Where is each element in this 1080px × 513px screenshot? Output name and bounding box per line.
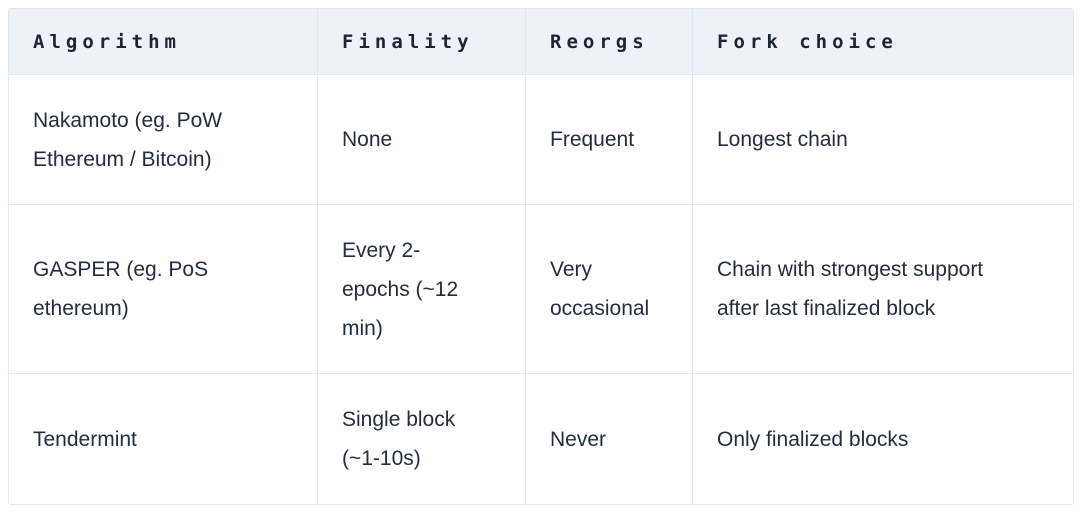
table-body: Nakamoto (eg. PoW Ethereum / Bitcoin) No… [9,75,1073,504]
column-header-finality: Finality [318,9,526,75]
cell-reorgs: Never [526,374,693,504]
cell-finality: Every 2-epochs (~12 min) [318,205,526,374]
table-row-gasper: GASPER (eg. PoS ethereum) Every 2-epochs… [9,205,1073,374]
cell-fork-choice: Chain with strongest support after last … [693,205,1073,374]
table-header: Algorithm Finality Reorgs Fork choice [9,9,1073,75]
cell-text: Single block (~1-10s) [342,408,456,470]
consensus-comparison-table: Algorithm Finality Reorgs Fork choice Na… [8,8,1074,505]
cell-text: Nakamoto (eg. PoW Ethereum / Bitcoin) [33,108,223,171]
table-row-tendermint: Tendermint Single block (~1-10s) Never O… [9,374,1073,504]
cell-text: Frequent [550,128,635,151]
cell-text: Never [550,427,607,451]
cell-text: GASPER (eg. PoS ethereum) [33,258,209,320]
column-header-algorithm: Algorithm [9,9,318,75]
cell-algorithm: Nakamoto (eg. PoW Ethereum / Bitcoin) [9,75,318,205]
cell-algorithm: Tendermint [9,374,318,504]
cell-text: Very occasional [550,258,650,320]
cell-algorithm: GASPER (eg. PoS ethereum) [9,205,318,374]
cell-text: None [342,128,393,151]
cell-text: Every 2-epochs (~12 min) [342,238,459,340]
header-row: Algorithm Finality Reorgs Fork choice [9,9,1073,75]
table-row-nakamoto: Nakamoto (eg. PoW Ethereum / Bitcoin) No… [9,75,1073,205]
cell-reorgs: Very occasional [526,205,693,374]
cell-finality: Single block (~1-10s) [318,374,526,504]
cell-text: Chain with strongest support after last … [717,258,984,320]
column-header-reorgs: Reorgs [526,9,693,75]
cell-fork-choice: Only finalized blocks [693,374,1073,504]
cell-fork-choice: Longest chain [693,75,1073,205]
cell-text: Longest chain [717,128,848,151]
cell-finality: None [318,75,526,205]
cell-text: Only finalized blocks [717,427,909,451]
column-header-fork-choice: Fork choice [693,9,1073,75]
cell-text: Tendermint [33,427,137,451]
cell-reorgs: Frequent [526,75,693,205]
